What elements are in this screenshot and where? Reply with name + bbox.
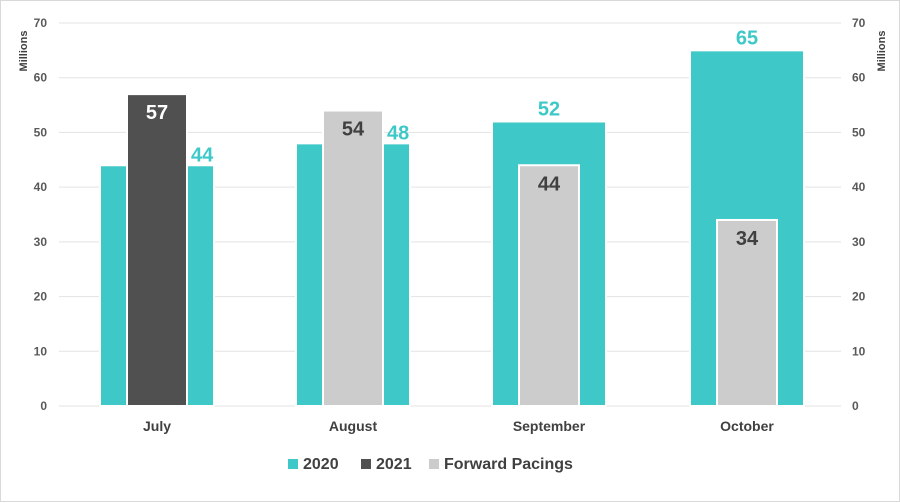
- left-axis: 0 10 20 30 40 50 60 70: [34, 16, 48, 413]
- category-label: September: [513, 418, 586, 434]
- legend-label: 2020: [303, 456, 339, 473]
- bar-forward-pacings-september: [518, 164, 580, 407]
- right-tick-label: 20: [852, 290, 866, 304]
- right-tick-label: 50: [852, 125, 866, 139]
- left-tick-label: 70: [34, 16, 48, 30]
- data-label-forward-pacings: 44: [538, 173, 561, 195]
- legend: 2020 2021 Forward Pacings: [288, 456, 573, 473]
- data-label-2020: 48: [387, 122, 409, 144]
- legend-swatch: [361, 459, 371, 469]
- right-tick-label: 10: [852, 344, 866, 358]
- right-tick-label: 60: [852, 71, 866, 85]
- category-label: July: [143, 418, 171, 434]
- left-tick-label: 60: [34, 71, 48, 85]
- legend-label: 2021: [376, 456, 412, 473]
- bars: [99, 49, 805, 408]
- data-label-2020: 44: [191, 144, 214, 166]
- legend-item: 2020: [288, 456, 339, 473]
- left-tick-label: 20: [34, 290, 48, 304]
- right-tick-label: 30: [852, 235, 866, 249]
- right-tick-label: 0: [852, 399, 859, 413]
- left-axis-label: Millions: [18, 31, 30, 72]
- legend-label: Forward Pacings: [444, 456, 573, 473]
- data-label-2020: 52: [538, 98, 560, 120]
- right-axis-label: Millions: [876, 31, 888, 72]
- data-label-2021: 57: [146, 102, 168, 124]
- left-tick-label: 10: [34, 344, 48, 358]
- left-tick-label: 0: [40, 399, 47, 413]
- category-label: October: [720, 418, 774, 434]
- category-labels: July August September October: [143, 418, 774, 434]
- data-label-forward-pacings: 34: [736, 228, 759, 250]
- data-label-forward-pacings: 54: [342, 119, 365, 141]
- data-labels: 57 44 54 48 44 52 34 65: [146, 27, 759, 250]
- right-tick-label: 40: [852, 180, 866, 194]
- category-label: August: [329, 418, 378, 434]
- legend-swatch: [288, 459, 298, 469]
- data-label-2020: 65: [736, 27, 758, 49]
- left-tick-label: 30: [34, 235, 48, 249]
- legend-item: 2021: [361, 456, 412, 473]
- legend-item: Forward Pacings: [429, 456, 573, 473]
- bar-forward-pacings-october: [716, 218, 778, 407]
- bar-2021-july: [126, 93, 188, 407]
- right-axis: 0 10 20 30 40 50 60 70: [852, 16, 866, 413]
- right-tick-label: 70: [852, 16, 866, 30]
- left-tick-label: 50: [34, 125, 48, 139]
- bar-forward-pacings-august: [322, 109, 384, 408]
- legend-swatch: [429, 459, 439, 469]
- left-tick-label: 40: [34, 180, 48, 194]
